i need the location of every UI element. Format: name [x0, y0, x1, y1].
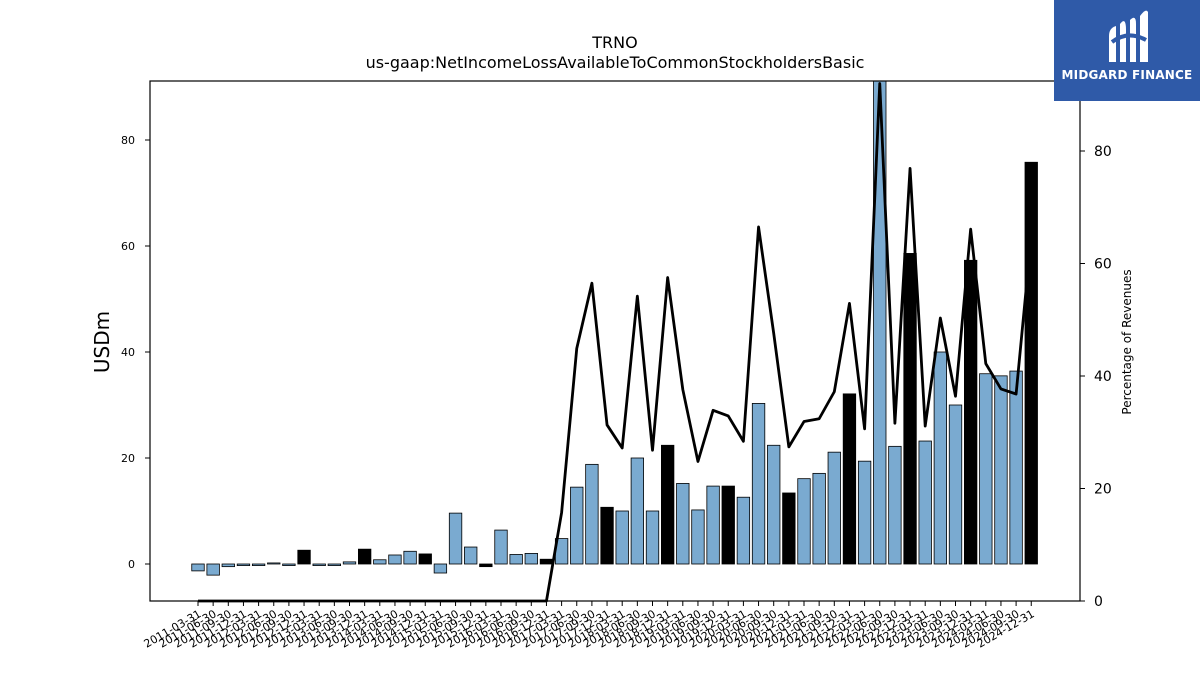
bar	[388, 554, 402, 565]
bar	[251, 563, 266, 566]
bar	[206, 563, 220, 576]
bar	[403, 550, 417, 565]
y-tick-label: 60	[121, 240, 135, 253]
bar	[236, 563, 251, 566]
chart-title: TRNO	[591, 33, 637, 52]
y-tick-label: 40	[121, 346, 135, 359]
bar	[782, 492, 796, 565]
y2-tick-label: 60	[1094, 257, 1112, 273]
bar	[539, 558, 554, 565]
chart-subtitle: us-gaap:NetIncomeLossAvailableToCommonSt…	[366, 53, 865, 72]
bar	[827, 451, 841, 565]
plot-frame	[149, 80, 1081, 602]
bar	[191, 563, 205, 572]
bar	[676, 483, 690, 565]
bar	[721, 485, 735, 565]
bar	[979, 373, 993, 565]
logo-mark-icon	[1109, 10, 1148, 63]
bar	[1009, 370, 1023, 565]
bar-series	[191, 80, 1038, 576]
bar	[464, 546, 478, 565]
y2-tick-label: 20	[1094, 482, 1112, 498]
bar	[509, 554, 523, 565]
y-axis-label: USDm	[90, 311, 114, 373]
y2-axis-label: Percentage of Revenues	[1120, 269, 1134, 414]
bar	[691, 509, 705, 565]
bar	[948, 404, 963, 565]
bar	[585, 463, 599, 565]
y-tick-label: 80	[121, 134, 135, 147]
bar	[448, 512, 463, 565]
bar	[706, 485, 720, 565]
bar	[479, 563, 493, 568]
bar	[661, 444, 675, 565]
y-tick-label: 0	[128, 558, 135, 571]
bar	[888, 445, 902, 565]
bar	[751, 403, 766, 565]
bar	[570, 486, 584, 565]
bar	[736, 496, 751, 565]
logo-text: MIDGARD FINANCE	[1061, 68, 1193, 82]
bar	[327, 563, 342, 566]
bar	[767, 444, 781, 565]
bar	[297, 549, 311, 565]
bar	[312, 563, 326, 566]
bar	[903, 253, 917, 565]
bar	[524, 553, 538, 565]
midgard-finance-logo: MIDGARD FINANCE	[1054, 0, 1200, 101]
axes: 0204060800204060802011-03-312011-06-3020…	[121, 80, 1112, 651]
bar	[994, 375, 1008, 565]
bar	[433, 563, 448, 574]
bar	[842, 393, 857, 565]
y2-tick-label: 40	[1094, 369, 1112, 385]
y2-tick-label: 80	[1094, 144, 1112, 160]
bar	[357, 548, 372, 565]
y2-tick-label: 0	[1094, 594, 1103, 610]
bar	[615, 510, 629, 565]
bar	[918, 440, 932, 565]
bar	[600, 506, 614, 565]
bar	[342, 561, 357, 565]
bar	[797, 478, 811, 565]
bar	[933, 351, 947, 565]
bar	[418, 553, 432, 565]
bar	[630, 457, 644, 565]
bar	[857, 460, 872, 565]
bar	[1024, 161, 1038, 565]
bar	[494, 529, 508, 565]
bar	[267, 562, 281, 565]
bar	[812, 472, 826, 565]
y-tick-label: 20	[121, 452, 135, 465]
bar	[282, 563, 296, 566]
bar	[373, 559, 387, 565]
bar	[964, 259, 978, 565]
bar	[645, 510, 660, 565]
bar	[221, 563, 235, 568]
